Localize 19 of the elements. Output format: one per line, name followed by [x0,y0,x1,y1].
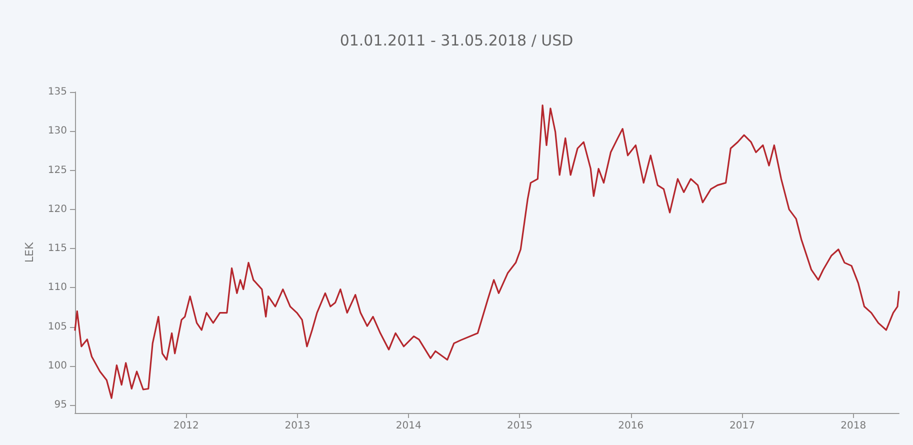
line-series [74,104,900,399]
y-tick-label: 110 [48,282,67,294]
x-tick-label: 2016 [618,420,644,432]
x-tick-label: 2015 [506,420,532,432]
chart-title: 01.01.2011 - 31.05.2018 / USD [340,32,574,50]
y-tick-label: 130 [48,126,67,137]
x-tick-label: 2018 [840,420,866,432]
y-tick-label: 125 [48,164,67,176]
x-tick-label: 2013 [284,420,310,432]
y-tick-label: 95 [54,400,67,411]
x-tick-label: 2014 [396,420,422,432]
y-tick-label: 115 [48,243,67,254]
y-axis-title: LEK [23,242,36,263]
y-tick-label: 100 [48,360,67,372]
y-tick-label: 120 [48,204,67,215]
x-tick-label: 2017 [730,420,755,432]
y-tick-label: 135 [48,86,67,98]
x-tick-label: 2012 [173,420,199,432]
y-tick-label: 105 [48,321,67,332]
